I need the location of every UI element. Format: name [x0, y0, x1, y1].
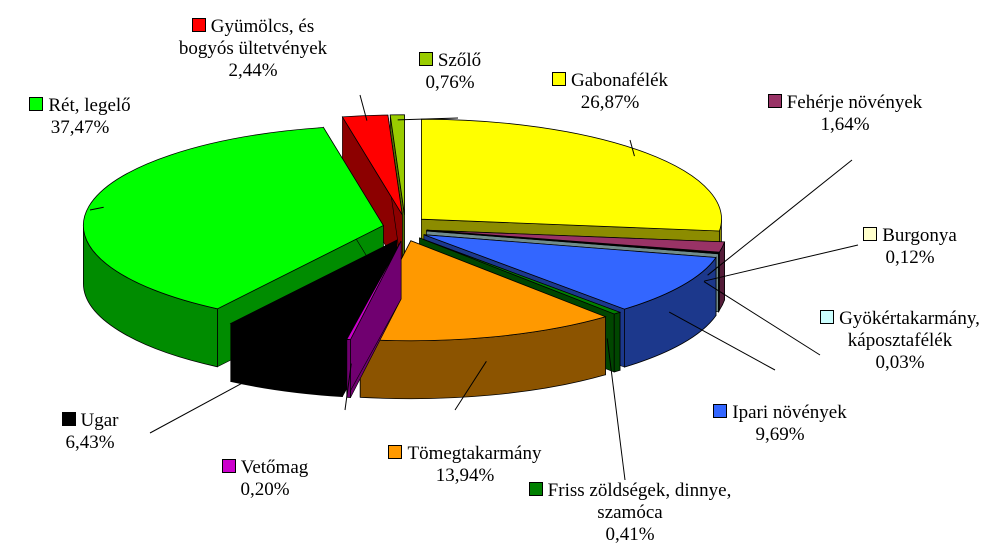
category-label: Szőlő — [395, 50, 505, 72]
leader-line — [359, 94, 368, 121]
legend-swatch — [418, 52, 433, 66]
category-label: Gabonafélék — [520, 70, 700, 92]
category-label: Friss zöldségek, dinnye, szamóca — [525, 480, 735, 524]
leader-line — [703, 281, 821, 356]
slice-top — [359, 240, 607, 342]
data-label: Burgonya 0,12% — [835, 225, 985, 269]
legend-swatch — [191, 18, 206, 32]
category-text: Ipari növények — [732, 402, 847, 423]
value-label: 0,20% — [240, 479, 290, 500]
category-label: Gyümölcs, és bogyós ültetvények — [178, 16, 328, 60]
category-text: Vetőmag — [240, 457, 309, 478]
legend-swatch — [61, 412, 76, 426]
category-label: Rét, legelő — [5, 95, 155, 117]
value-label: 0,12% — [885, 247, 935, 268]
legend-swatch — [713, 404, 728, 418]
category-text: Gabonafélék — [570, 70, 669, 91]
data-label: Ugar 6,43% — [30, 410, 150, 454]
category-text: Gyümölcs, és bogyós ültetvények — [178, 16, 328, 59]
slice-top — [426, 230, 720, 255]
category-text: Gyökértakarmány, káposztafélék — [839, 308, 980, 351]
value-label: 37,47% — [50, 117, 110, 138]
value-label: 9,69% — [755, 424, 805, 445]
category-text: Burgonya — [882, 225, 957, 246]
leader-line — [344, 363, 352, 411]
category-text: Tömegtakarmány — [407, 443, 542, 464]
value-label: 0,03% — [875, 352, 925, 373]
data-label: Szőlő 0,76% — [395, 50, 505, 94]
category-text: Fehérje növények — [786, 92, 923, 113]
category-label: Ugar — [30, 410, 150, 432]
category-label: Tömegtakarmány — [350, 443, 580, 465]
leader-line — [668, 311, 776, 371]
slice-top — [229, 239, 398, 340]
value-label: 1,64% — [820, 114, 870, 135]
data-label: Gabonafélék 26,87% — [520, 70, 700, 114]
category-text: Rét, legelő — [48, 95, 131, 116]
legend-swatch — [388, 445, 403, 459]
data-label: Ipari növények 9,69% — [680, 402, 880, 446]
data-label: Tömegtakarmány 13,94% — [350, 443, 580, 487]
leader-line — [454, 361, 487, 411]
slice-top — [83, 127, 384, 310]
leader-line — [707, 159, 853, 276]
legend-swatch — [221, 459, 236, 473]
value-label: 6,43% — [65, 432, 115, 453]
category-label: Vetőmag — [195, 457, 335, 479]
value-label: 13,94% — [435, 465, 495, 486]
data-label: Vetőmag 0,20% — [195, 457, 335, 501]
legend-swatch — [820, 310, 835, 324]
data-label: Gyökértakarmány, káposztafélék 0,03% — [805, 308, 995, 374]
category-text: Ugar — [80, 410, 119, 431]
slice-top — [421, 118, 722, 232]
value-label: 0,76% — [425, 72, 475, 93]
slice-top — [423, 234, 717, 310]
slice — [341, 114, 403, 274]
leader-line — [704, 244, 859, 282]
slice-top — [341, 114, 403, 216]
slice-top — [419, 237, 622, 315]
category-label: Ipari növények — [680, 402, 880, 424]
data-label: Rét, legelő 37,47% — [5, 95, 155, 139]
legend-swatch — [863, 227, 878, 241]
data-label: Friss zöldségek, dinnye, szamóca 0,41% — [525, 480, 735, 546]
value-label: 2,44% — [228, 60, 278, 81]
legend-swatch — [767, 94, 782, 108]
category-label: Fehérje növények — [745, 92, 945, 114]
leader-line — [89, 206, 104, 211]
data-label: Gyümölcs, és bogyós ültetvények 2,44% — [178, 16, 328, 82]
leader-line — [629, 139, 635, 157]
leader-line — [149, 356, 291, 434]
slice — [346, 240, 402, 399]
leader-line — [397, 117, 459, 121]
category-label: Burgonya — [835, 225, 985, 247]
slice-side — [613, 311, 621, 373]
legend-swatch — [29, 97, 44, 111]
category-label: Gyökértakarmány, káposztafélék — [805, 308, 995, 352]
leader-line — [606, 338, 626, 481]
data-label: Fehérje növények 1,64% — [745, 92, 945, 136]
legend-swatch — [528, 482, 543, 496]
category-text: Szőlő — [437, 50, 482, 71]
value-label: 26,87% — [580, 92, 640, 113]
category-text: Friss zöldségek, dinnye, szamóca — [547, 480, 732, 523]
value-label: 0,41% — [605, 524, 655, 545]
legend-swatch — [551, 72, 566, 86]
slice-top — [389, 114, 405, 215]
slice-top — [346, 240, 402, 341]
